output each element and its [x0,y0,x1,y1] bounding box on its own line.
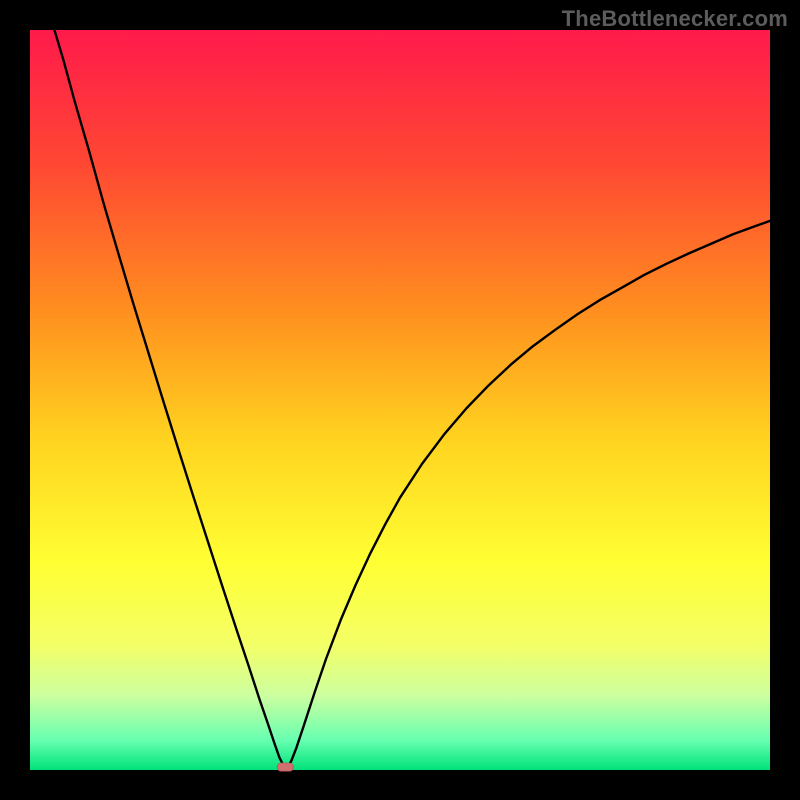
optimal-point-marker [277,763,293,771]
plot-background [30,30,770,770]
bottleneck-chart [0,0,800,800]
chart-container: TheBottlenecker.com [0,0,800,800]
watermark-text: TheBottlenecker.com [562,6,788,32]
